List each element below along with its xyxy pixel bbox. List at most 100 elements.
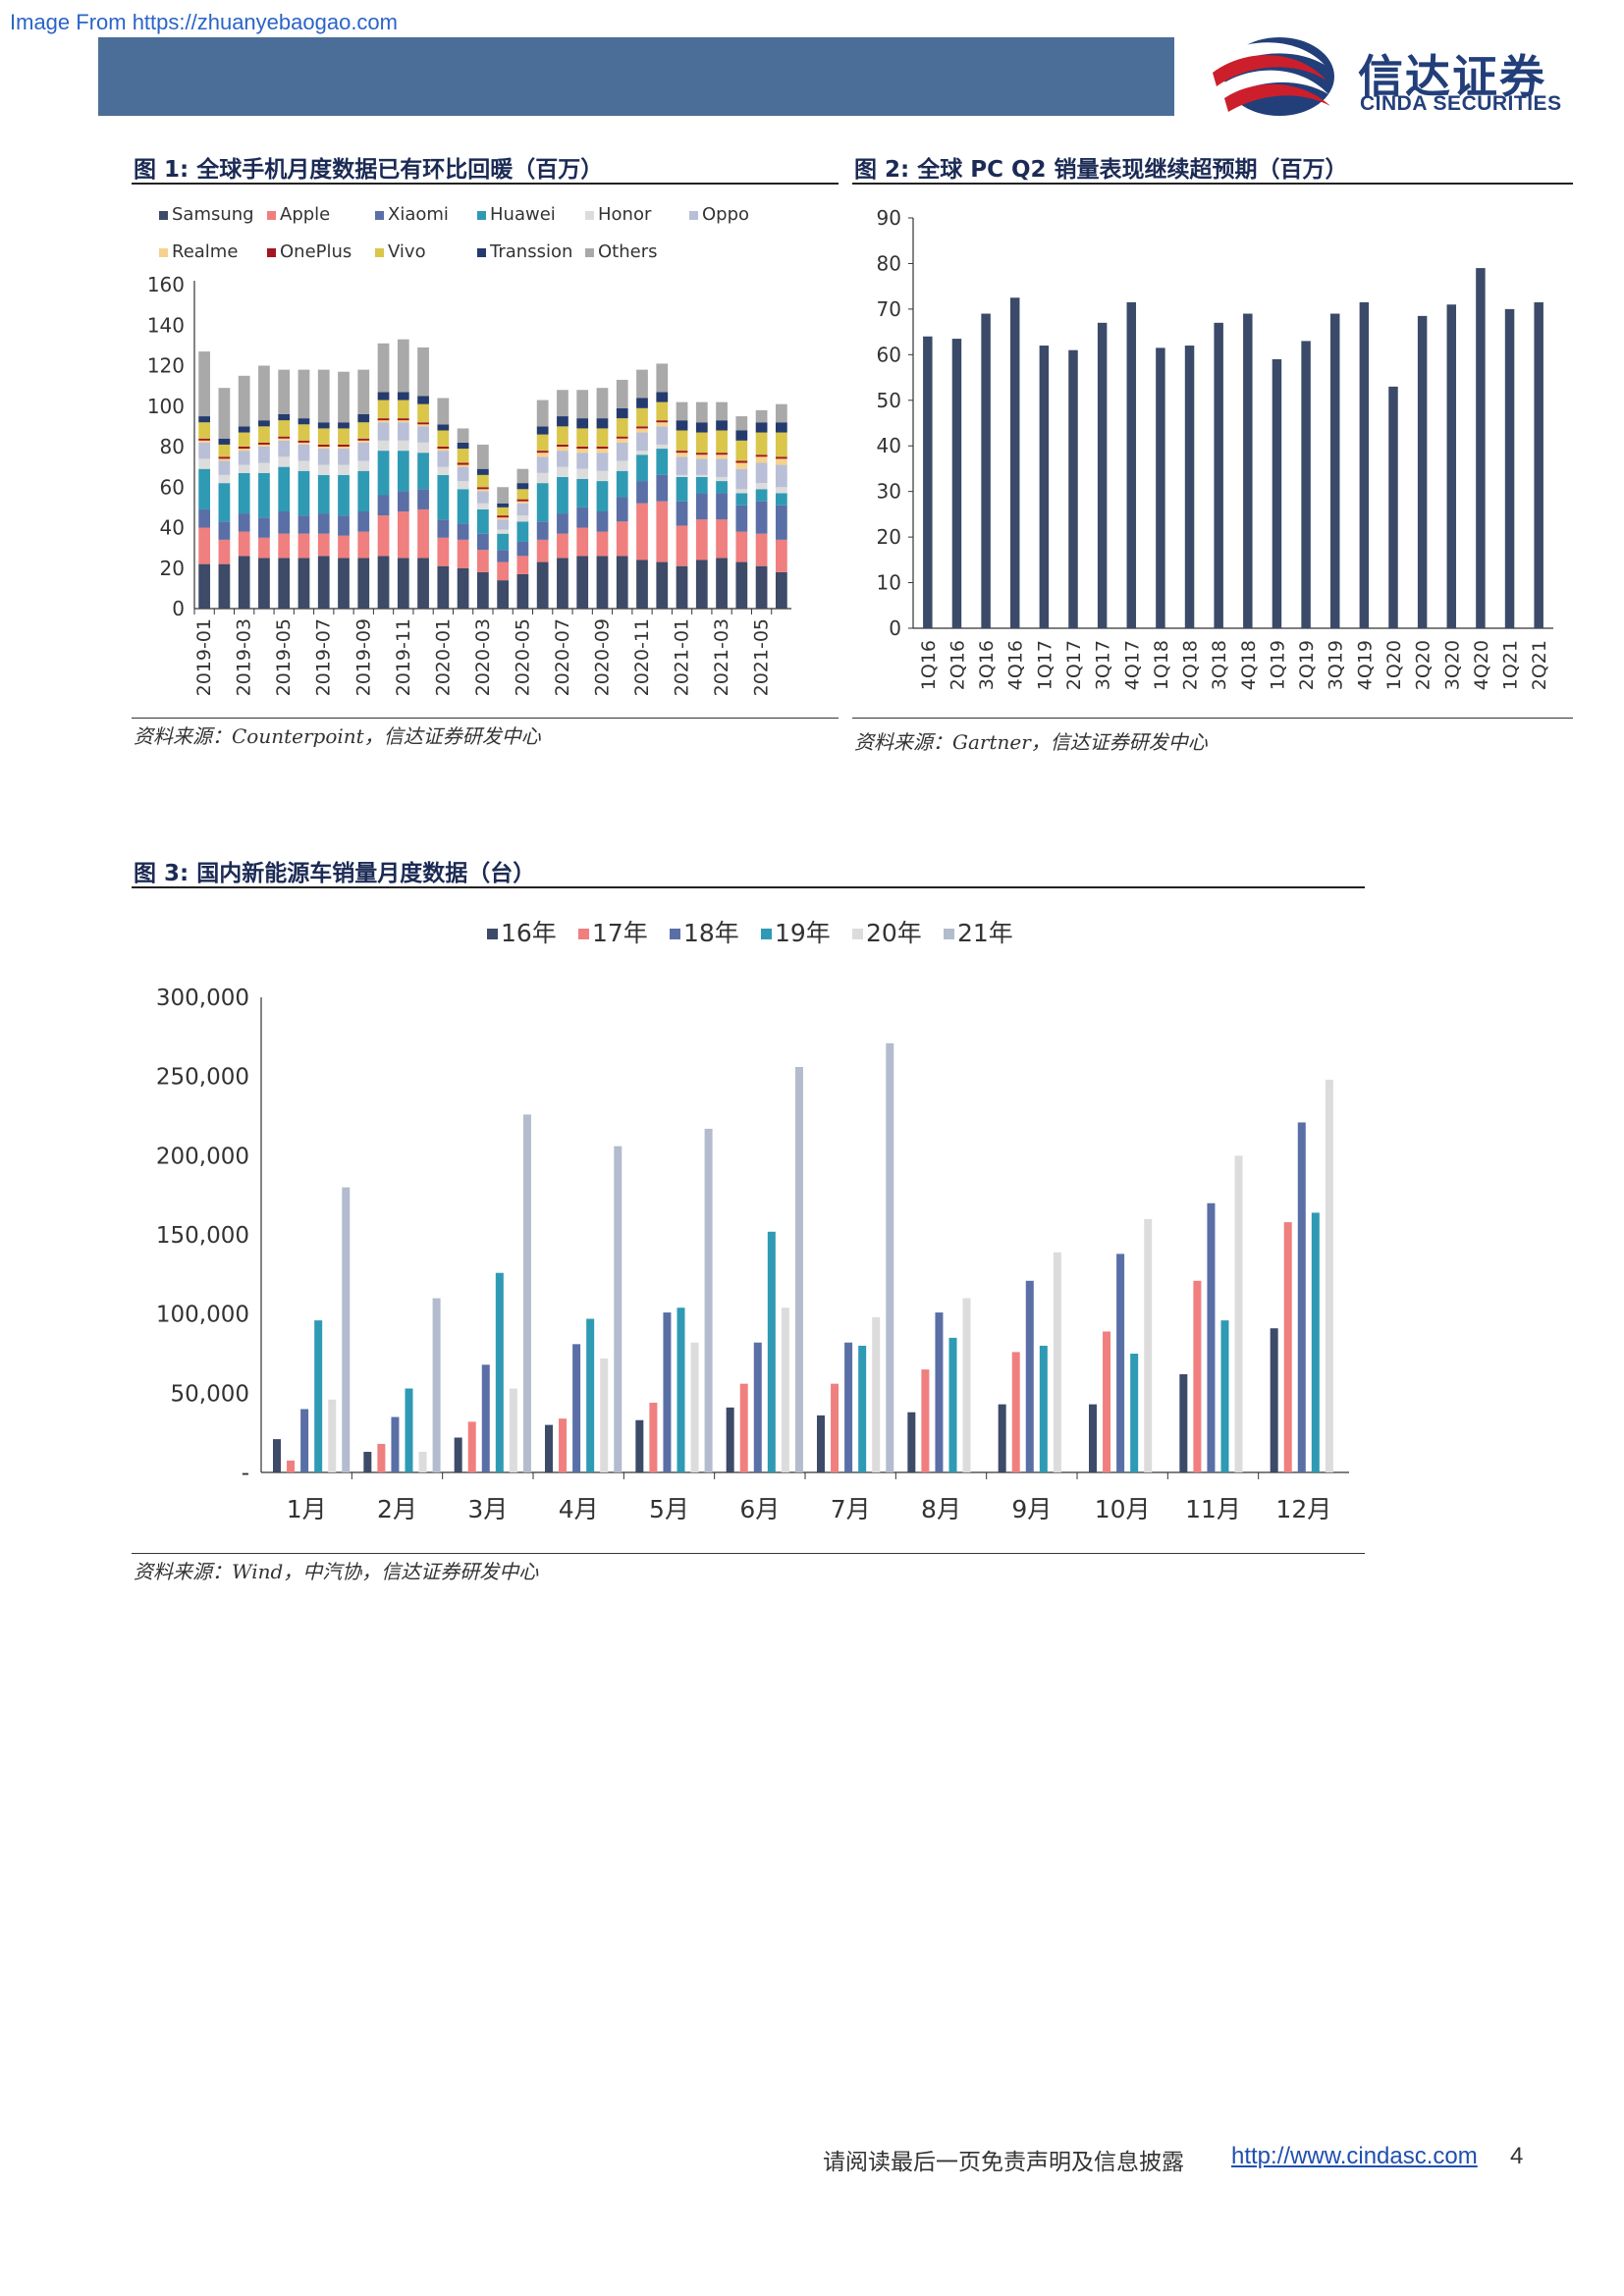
bar-segment-oneplus — [576, 447, 589, 450]
x-tick-label: 2Q17 — [1063, 640, 1085, 690]
x-tick-label: 2Q21 — [1529, 640, 1550, 690]
bar-segment-realme — [695, 454, 708, 459]
bar-segment-huawei — [298, 470, 310, 516]
bar-segment-oppo — [278, 440, 291, 457]
bar-segment-transsion — [476, 468, 489, 475]
bar-segment-xiaomi — [775, 505, 787, 540]
bar-1q17 — [1039, 346, 1050, 628]
bar-segment-realme — [656, 422, 669, 427]
bar-segment-oppo — [695, 458, 708, 475]
x-tick-label: 9月 — [1011, 1495, 1052, 1523]
bar-series-3 — [1207, 1202, 1216, 1472]
bar-segment-oppo — [317, 449, 330, 465]
bar-segment-vivo — [656, 401, 669, 421]
bar-series-3 — [300, 1409, 309, 1472]
bar-segment-vivo — [536, 434, 549, 452]
bar-series-4 — [1130, 1354, 1139, 1472]
bar-segment-huawei — [557, 476, 568, 514]
bar-series-1 — [545, 1424, 553, 1472]
bar-segment-transsion — [656, 392, 669, 402]
bar-segment-oneplus — [616, 436, 628, 439]
bar-segment-realme — [716, 454, 728, 459]
bar-1q19 — [1272, 358, 1282, 628]
bar-segment-oppo — [258, 447, 270, 463]
bar-segment-transsion — [497, 503, 510, 507]
legend-swatch-series-4 — [761, 929, 772, 939]
bar-segment-others — [656, 363, 669, 393]
bar-segment-honor — [238, 464, 250, 473]
bar-segment-samsung — [636, 560, 648, 609]
bar-segment-honor — [755, 483, 768, 490]
footer-website-link[interactable]: http://www.cindasc.com — [1231, 2143, 1478, 2169]
bar-segment-vivo — [596, 428, 609, 447]
bar-segment-transsion — [616, 407, 628, 419]
bar-segment-vivo — [238, 432, 250, 447]
bar-segment-oppo — [735, 468, 748, 490]
bar-series-4 — [586, 1318, 595, 1472]
bar-series-5 — [690, 1342, 699, 1472]
legend-label-apple: Apple — [280, 204, 330, 225]
bar-segment-others — [476, 444, 489, 469]
y-tick-label: - — [242, 1461, 249, 1486]
legend-label-oneplus: OnePlus — [280, 241, 352, 262]
bar-segment-apple — [695, 519, 708, 561]
bar-segment-xiaomi — [716, 493, 728, 520]
bar-segment-samsung — [596, 556, 609, 609]
bar-segment-huawei — [636, 454, 648, 482]
legend-swatch-others — [585, 248, 594, 257]
bar-segment-xiaomi — [497, 550, 510, 562]
bar-segment-xiaomi — [238, 513, 250, 532]
bar-segment-oneplus — [735, 460, 748, 463]
bar-segment-vivo — [338, 428, 350, 445]
watermark-text[interactable]: Image From https://zhuanyebaogao.com — [10, 10, 398, 34]
y-tick-label: 200,000 — [156, 1144, 249, 1169]
bar-segment-samsung — [676, 565, 688, 609]
bar-segment-apple — [357, 531, 370, 559]
bar-segment-oneplus — [716, 453, 728, 455]
bar-segment-oneplus — [516, 499, 529, 502]
fig1-top-rule — [132, 183, 839, 185]
bar-segment-honor — [616, 460, 628, 471]
bar-segment-realme — [476, 489, 489, 492]
bar-series-4 — [1311, 1212, 1320, 1472]
bar-segment-apple — [417, 508, 429, 559]
bar-segment-samsung — [238, 556, 250, 609]
bar-segment-realme — [616, 438, 628, 443]
x-tick-label: 2Q18 — [1180, 640, 1202, 690]
bar-segment-oppo — [497, 519, 510, 530]
bar-segment-oneplus — [198, 438, 211, 441]
bar-series-5 — [509, 1388, 517, 1472]
y-tick-label: 0 — [889, 616, 901, 640]
y-tick-label: 100 — [147, 395, 185, 418]
bar-series-6 — [886, 1042, 894, 1472]
x-tick-label: 4Q20 — [1471, 640, 1492, 690]
bar-series-2 — [1011, 1352, 1020, 1472]
y-tick-label: 120 — [147, 354, 185, 378]
bar-segment-vivo — [557, 426, 568, 445]
bar-segment-xiaomi — [317, 513, 330, 534]
bar-series-1 — [363, 1452, 372, 1472]
bar-segment-others — [338, 371, 350, 423]
bar-2q16 — [951, 339, 962, 628]
bar-1q16 — [923, 336, 933, 628]
bar-segment-huawei — [357, 470, 370, 511]
bar-segment-oneplus — [417, 422, 429, 425]
bar-segment-honor — [695, 474, 708, 477]
bar-segment-xiaomi — [536, 521, 549, 540]
bar-segment-samsung — [755, 565, 768, 609]
bar-segment-others — [218, 388, 231, 439]
bar-segment-huawei — [716, 481, 728, 494]
x-tick-label: 5月 — [649, 1495, 689, 1523]
bar-segment-apple — [576, 527, 589, 557]
bar-segment-others — [536, 400, 549, 427]
bar-segment-apple — [775, 539, 787, 572]
bar-segment-apple — [298, 533, 310, 559]
x-tick-label: 6月 — [739, 1495, 780, 1523]
bar-segment-others — [357, 369, 370, 414]
bar-segment-realme — [775, 458, 787, 465]
bar-segment-realme — [576, 449, 589, 454]
bar-segment-transsion — [516, 483, 529, 490]
bar-segment-samsung — [298, 558, 310, 609]
bar-segment-apple — [377, 515, 390, 557]
bar-segment-others — [636, 369, 648, 399]
